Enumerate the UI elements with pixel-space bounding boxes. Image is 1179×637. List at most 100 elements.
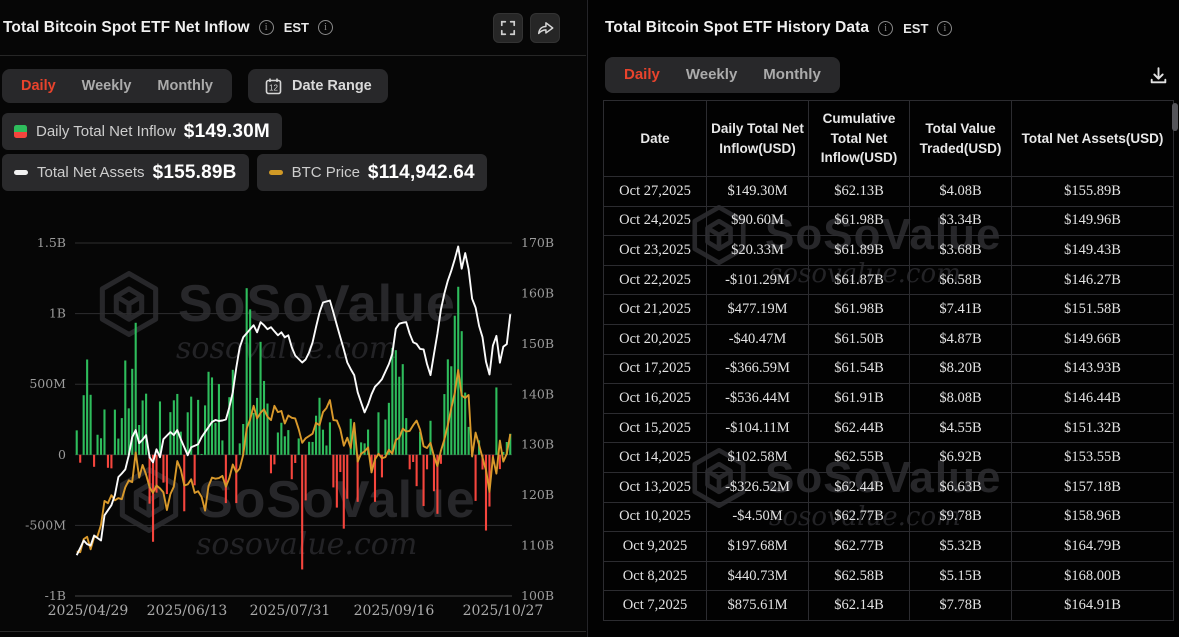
table-row[interactable]: Oct 16,2025 -$536.44M $61.91B $8.08B $146.44… — [603, 383, 1174, 414]
table-row[interactable]: Oct 21,2025 $477.19M $61.98B $7.41B $151.58B — [603, 294, 1174, 325]
table-row[interactable]: Oct 27,2025 $149.30M $62.13B $4.08B $155.89B — [603, 176, 1174, 207]
table-cell: $153.55B — [1011, 442, 1174, 473]
svg-text:100B: 100B — [521, 588, 554, 603]
legend-value: $155.89B — [152, 161, 237, 183]
table-row[interactable]: Oct 23,2025 $20.33M $61.89B $3.68B $149.43B — [603, 235, 1174, 266]
scrollbar-thumb[interactable] — [1172, 103, 1178, 131]
table-row[interactable]: Oct 15,2025 -$104.11M $62.44B $4.55B $151.32… — [603, 412, 1174, 444]
table-cell: $102.58M — [706, 442, 809, 473]
svg-text:1B: 1B — [49, 306, 66, 321]
table-header-row: Date Daily Total Net Inflow(USD) Cumulat… — [603, 100, 1174, 177]
table-cell: $4.08B — [909, 176, 1012, 207]
table-cell: $149.30M — [706, 176, 809, 207]
table-cell: $157.18B — [1011, 471, 1174, 503]
info-icon[interactable]: i — [258, 20, 274, 35]
chart-canvas[interactable]: 1.5B 1B 500M 0 -500M -1B 170B 160B 150B 140B 130B 1… — [0, 195, 586, 619]
table-cell: $61.98B — [808, 294, 910, 325]
table-cell: -$104.11M — [706, 412, 809, 444]
table-cell: $5.32B — [909, 531, 1012, 562]
svg-text:110B: 110B — [521, 538, 554, 553]
table-cell: $149.66B — [1011, 323, 1174, 355]
svg-text:500M: 500M — [29, 376, 66, 391]
table-cell: $62.77B — [808, 501, 910, 533]
svg-text:2025/06/13: 2025/06/13 — [147, 603, 228, 619]
info-icon[interactable]: i — [317, 20, 333, 35]
etf-flow-chart[interactable]: SoSoValue sosovalue.com SoSoValue sosova… — [0, 195, 586, 619]
table-cell: $62.44B — [808, 471, 910, 503]
timezone-label: EST — [903, 20, 929, 36]
col-date: Date — [603, 100, 707, 177]
info-icon[interactable]: i — [937, 20, 953, 36]
table-cell: $7.41B — [909, 294, 1012, 325]
table-cell: Oct 22,2025 — [603, 264, 707, 296]
col-value-traded: Total Value Traded(USD) — [909, 100, 1012, 177]
fullscreen-button[interactable] — [493, 12, 523, 43]
chart-toolbar: Daily Weekly Monthly 12 Date Range — [2, 69, 586, 103]
table-row[interactable]: Oct 24,2025 $90.60M $61.98B $3.34B $149.96B — [603, 205, 1174, 237]
table-row[interactable]: Oct 8,2025 $440.73M $62.58B $5.15B $168.00B — [603, 560, 1174, 592]
legend-daily-net-inflow[interactable]: Daily Total Net Inflow $149.30M — [2, 113, 282, 150]
table-row[interactable]: Oct 13,2025 -$326.52M $62.44B $6.63B $157.18… — [603, 471, 1174, 503]
calendar-icon: 12 — [265, 78, 282, 94]
table-row[interactable]: Oct 7,2025 $875.61M $62.14B $7.78B $164.91B — [603, 590, 1174, 621]
table-cell: $168.00B — [1011, 560, 1174, 592]
download-button[interactable] — [1148, 65, 1169, 86]
tab-monthly[interactable]: Monthly — [157, 78, 213, 94]
table-cell: $61.87B — [808, 264, 910, 296]
tab-monthly[interactable]: Monthly — [763, 66, 821, 83]
tab-daily[interactable]: Daily — [624, 66, 660, 83]
history-data-panel: SoSoValue sosovalue.com SoSoValue sosova… — [587, 0, 1179, 637]
table-cell: Oct 17,2025 — [603, 353, 707, 385]
table-row[interactable]: Oct 9,2025 $197.68M $62.77B $5.32B $164.79B — [603, 531, 1174, 562]
net-inflow-panel: Total Bitcoin Spot ETF Net Inflow i EST … — [0, 0, 586, 637]
period-tabs: Daily Weekly Monthly — [605, 57, 840, 93]
table-cell: $151.32B — [1011, 412, 1174, 444]
table-cell: $440.73M — [706, 560, 809, 592]
table-cell: $149.43B — [1011, 235, 1174, 266]
table-row[interactable]: Oct 10,2025 -$4.50M $62.77B $9.78B $158.96B — [603, 501, 1174, 533]
svg-text:160B: 160B — [521, 285, 554, 300]
table-cell: $62.14B — [808, 590, 910, 621]
page-title: Total Bitcoin Spot ETF History Data — [605, 19, 870, 36]
table-cell: $4.55B — [909, 412, 1012, 444]
info-icon[interactable]: i — [878, 20, 894, 36]
legend-label: Total Net Assets — [37, 164, 145, 181]
legend-total-net-assets[interactable]: Total Net Assets $155.89B — [2, 154, 249, 191]
svg-text:120B: 120B — [521, 487, 554, 502]
date-range-button[interactable]: 12 Date Range — [247, 69, 388, 103]
table-cell: Oct 24,2025 — [603, 205, 707, 237]
table-row[interactable]: Oct 17,2025 -$366.59M $61.54B $8.20B $143.93… — [603, 353, 1174, 385]
table-cell: $61.91B — [808, 383, 910, 414]
period-tabs: Daily Weekly Monthly — [2, 69, 232, 103]
table-cell: $6.92B — [909, 442, 1012, 473]
table-row[interactable]: Oct 22,2025 -$101.29M $61.87B $6.58B $146.27… — [603, 264, 1174, 296]
share-button[interactable] — [530, 12, 560, 43]
table-cell: $146.27B — [1011, 264, 1174, 296]
panel-divider — [0, 631, 586, 632]
table-toolbar: Daily Weekly Monthly — [605, 57, 1169, 93]
timezone-label: EST — [283, 20, 309, 35]
table-cell: $155.89B — [1011, 176, 1174, 207]
svg-text:-1B: -1B — [45, 588, 66, 603]
table-cell: Oct 9,2025 — [603, 531, 707, 562]
legend-btc-price[interactable]: BTC Price $114,942.64 — [256, 154, 487, 191]
table-cell: $477.19M — [706, 294, 809, 325]
svg-text:12: 12 — [269, 83, 278, 92]
tab-weekly[interactable]: Weekly — [81, 78, 132, 94]
svg-text:1.5B: 1.5B — [37, 235, 66, 250]
tab-daily[interactable]: Daily — [21, 78, 56, 94]
fullscreen-icon — [500, 20, 516, 35]
tab-weekly[interactable]: Weekly — [685, 66, 738, 83]
table-cell: Oct 10,2025 — [603, 501, 707, 533]
share-icon — [537, 22, 553, 35]
history-table: Date Daily Total Net Inflow(USD) Cumulat… — [603, 100, 1174, 621]
svg-text:2025/10/27: 2025/10/27 — [463, 603, 544, 619]
table-row[interactable]: Oct 20,2025 -$40.47M $61.50B $4.87B $149.66B — [603, 323, 1174, 355]
table-cell: $151.58B — [1011, 294, 1174, 325]
table-row[interactable]: Oct 14,2025 $102.58M $62.55B $6.92B $153.55B — [603, 442, 1174, 473]
table-cell: $143.93B — [1011, 353, 1174, 385]
legend-value: $114,942.64 — [367, 161, 475, 183]
table-cell: $146.44B — [1011, 383, 1174, 414]
svg-text:2025/07/31: 2025/07/31 — [250, 603, 331, 619]
table-cell: $5.15B — [909, 560, 1012, 592]
